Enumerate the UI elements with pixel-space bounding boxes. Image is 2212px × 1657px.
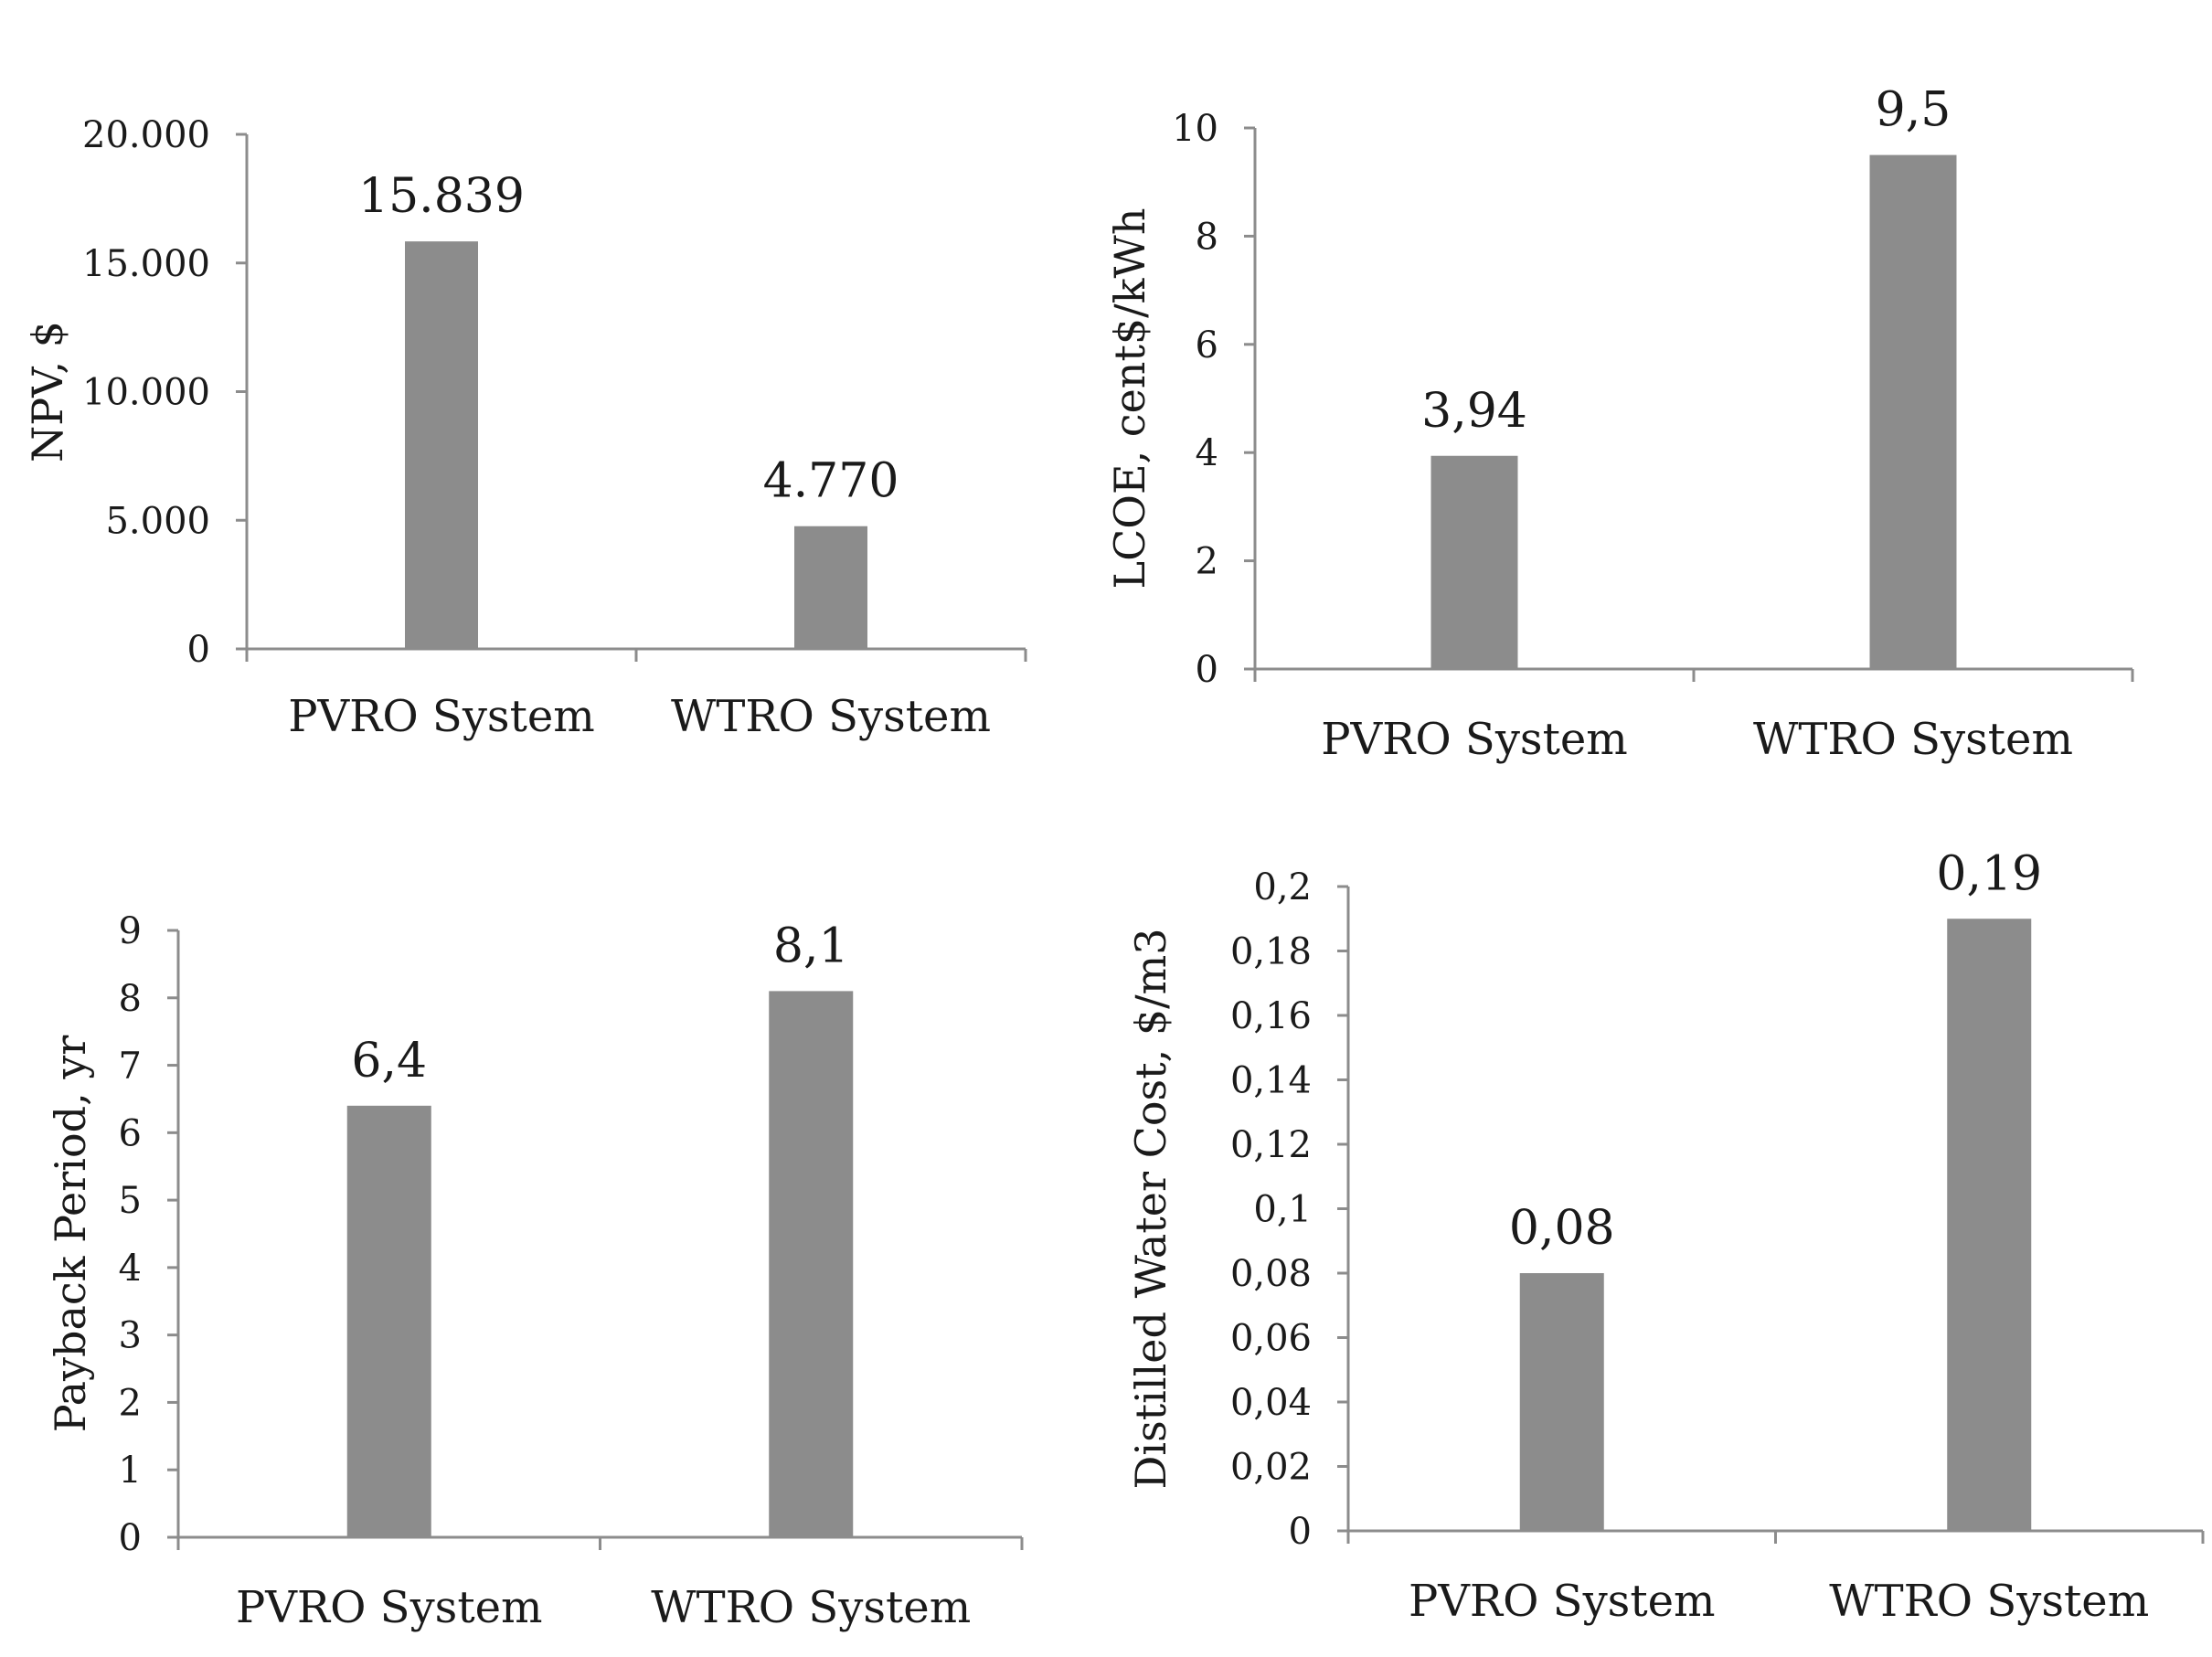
bar-1 [1519, 1273, 1604, 1531]
y-tick-label: 0,02 [1230, 1447, 1312, 1489]
y-tick-label: 10.000 [82, 372, 210, 414]
y-tick-label: 0 [1289, 1511, 1312, 1553]
x-category-label: PVRO System [1409, 1576, 1716, 1627]
y-tick-label: 9 [119, 910, 142, 952]
y-tick-label: 0,12 [1230, 1124, 1312, 1166]
data-label: 15.839 [358, 169, 525, 224]
data-label: 8,1 [773, 919, 849, 973]
chart-panel-2: 0 2 4 6 8 10 3,94 PVRO System 9,5 WTRO System LCOE… [1105, 83, 2134, 765]
bar-2 [769, 991, 854, 1537]
y-tick-label: 10 [1172, 108, 1218, 150]
data-label: 6,4 [351, 1034, 427, 1089]
y-tick-label: 0,1 [1253, 1189, 1312, 1231]
data-label: 3,94 [1421, 384, 1527, 439]
y-axis-title: Distilled Water Cost, $/m3 [1126, 928, 1175, 1489]
bar-2 [1947, 919, 2032, 1531]
y-tick-label: 0 [1196, 649, 1218, 691]
y-tick-label: 8 [119, 978, 142, 1020]
bar-1 [346, 1105, 431, 1537]
data-label: 0,19 [1936, 846, 2042, 901]
y-tick-label: 2 [1196, 541, 1218, 583]
y-tick-label: 5 [119, 1180, 142, 1222]
y-tick-label: 6 [119, 1112, 142, 1154]
y-axis-title: LCOE, cent$/kWh [1105, 208, 1154, 590]
y-tick-label: 2 [119, 1382, 142, 1424]
y-tick-label: 0,04 [1230, 1382, 1312, 1424]
y-axis-title: Payback Period, yr [46, 1036, 95, 1433]
y-tick-label: 8 [1196, 216, 1218, 258]
y-tick-label: 7 [119, 1046, 142, 1088]
y-tick-label: 6 [1196, 324, 1218, 366]
x-category-label: WTRO System [1829, 1576, 2149, 1627]
y-tick-label: 0,08 [1230, 1253, 1312, 1295]
y-tick-label: 0 [187, 629, 210, 671]
y-tick-label: 0,14 [1230, 1060, 1312, 1102]
x-category-label: WTRO System [651, 1582, 971, 1633]
x-category-label: PVRO System [288, 691, 595, 742]
chart-panel-1: 0 5.000 10.000 15.000 20.000 15.839 PVRO Syste… [23, 114, 1027, 742]
y-tick-label: 5.000 [105, 500, 210, 542]
y-tick-label: 0,2 [1253, 866, 1312, 908]
y-axis-title: NPV, $ [23, 321, 72, 462]
bar-1 [405, 241, 478, 649]
chart-panel-3: 0 1 2 3 4 5 6 7 8 9 6,4 PVRO System 8,1 WTRO System Pa… [46, 910, 1024, 1633]
y-tick-label: 3 [119, 1315, 142, 1357]
y-tick-label: 15.000 [82, 243, 210, 285]
data-label: 4.770 [763, 454, 899, 509]
chart-panel-4: 0 0,02 0,04 0,06 0,08 0,1 0,12 0,14 0,16 0,18 0,2 0… [1126, 846, 2205, 1627]
y-tick-label: 4 [119, 1248, 142, 1290]
bar-2 [794, 526, 867, 649]
data-label: 9,5 [1876, 83, 1951, 138]
x-category-label: PVRO System [1321, 714, 1628, 765]
x-category-label: WTRO System [671, 691, 991, 742]
y-tick-label: 4 [1196, 432, 1218, 474]
data-label: 0,08 [1509, 1201, 1615, 1256]
y-tick-label: 0,16 [1230, 995, 1312, 1037]
x-category-label: PVRO System [236, 1582, 543, 1633]
y-tick-label: 20.000 [82, 114, 210, 156]
y-tick-label: 0 [119, 1517, 142, 1559]
y-tick-label: 0,18 [1230, 931, 1312, 973]
bar-2 [1869, 154, 1957, 670]
x-category-label: WTRO System [1753, 714, 2073, 765]
bar-1 [1430, 455, 1518, 669]
y-tick-label: 1 [119, 1450, 142, 1492]
y-tick-label: 0,06 [1230, 1318, 1312, 1360]
